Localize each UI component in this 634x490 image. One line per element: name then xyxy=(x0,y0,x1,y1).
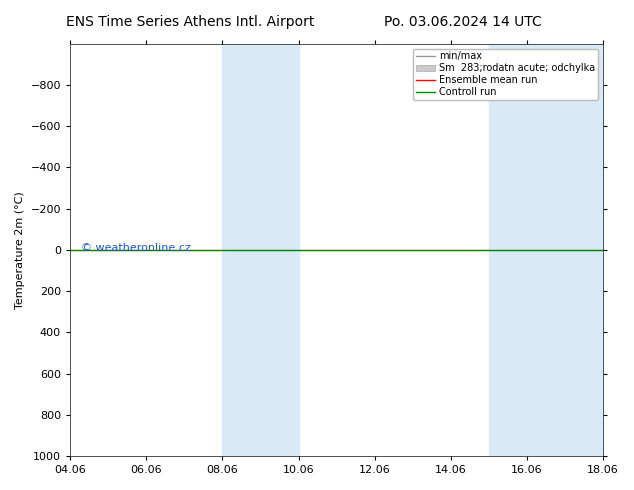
Y-axis label: Temperature 2m (°C): Temperature 2m (°C) xyxy=(15,191,25,309)
Text: ENS Time Series Athens Intl. Airport: ENS Time Series Athens Intl. Airport xyxy=(66,15,314,29)
Bar xyxy=(527,44,603,456)
Text: Po. 03.06.2024 14 UTC: Po. 03.06.2024 14 UTC xyxy=(384,15,541,29)
Bar xyxy=(489,44,527,456)
Text: © weatheronline.cz: © weatheronline.cz xyxy=(81,243,191,253)
Legend: min/max, Sm  283;rodatn acute; odchylka, Ensemble mean run, Controll run: min/max, Sm 283;rodatn acute; odchylka, … xyxy=(413,49,598,100)
Bar xyxy=(223,44,261,456)
Bar xyxy=(261,44,299,456)
